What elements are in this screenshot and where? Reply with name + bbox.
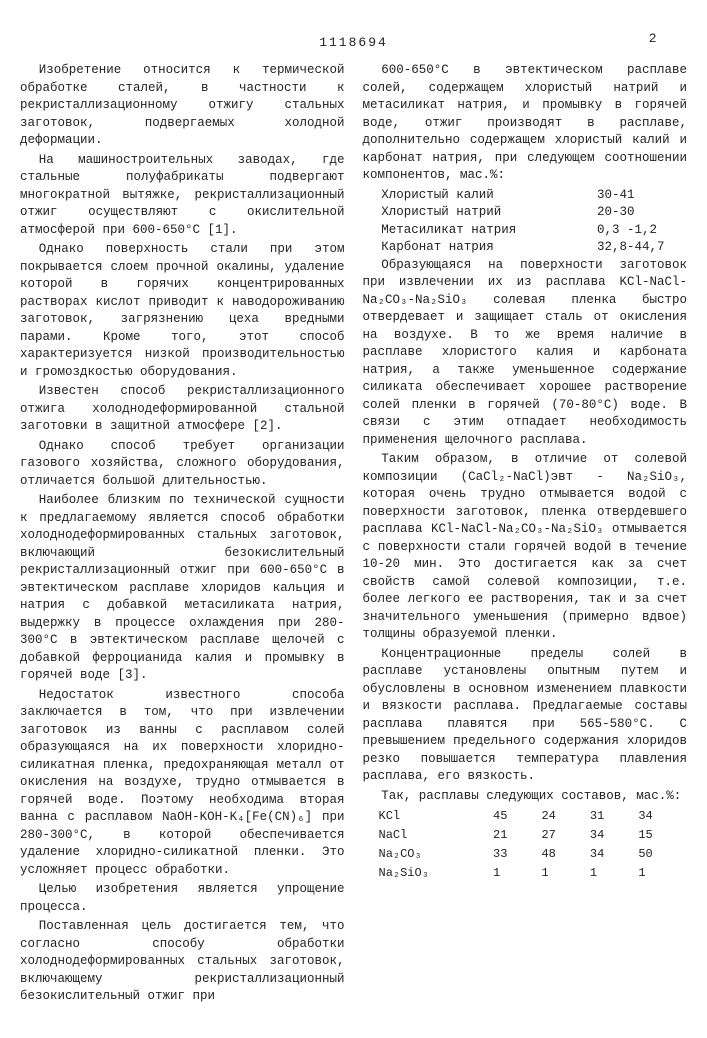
table-row: NaCl 21 27 34 15 — [373, 826, 681, 845]
cell: 24 — [535, 807, 583, 826]
cell: 1 — [535, 864, 583, 883]
cell: 34 — [584, 826, 632, 845]
para: Однако способ требует организации газово… — [20, 438, 345, 491]
para: Недостаток известного способа заключаетс… — [20, 687, 345, 880]
salt-label: Хлористый натрий — [363, 204, 598, 222]
para: Наиболее близким по технической сущности… — [20, 492, 345, 685]
para: 600-650°С в эвтектическом расплаве солей… — [363, 62, 688, 185]
cell: 15 — [632, 826, 680, 845]
para: Поставленная цель достигается тем, что с… — [20, 918, 345, 1006]
para: Целью изобретения является упрощение про… — [20, 881, 345, 916]
para: Известен способ рекристаллизационного от… — [20, 383, 345, 436]
para: Так, расплавы следующих составов, мас.%: — [363, 788, 688, 806]
para: Однако поверхность стали при этом покрыв… — [20, 241, 345, 381]
cell: 1 — [632, 864, 680, 883]
table-row: KCl 45 24 31 34 — [373, 807, 681, 826]
cell: KCl — [373, 807, 488, 826]
salt-label: Карбонат натрия — [363, 239, 598, 257]
table-row: Na₂CO₃ 33 48 34 50 — [373, 845, 681, 864]
cell: NaCl — [373, 826, 488, 845]
para: На машиностроительных заводах, где сталь… — [20, 152, 345, 240]
cell: Na₂SiO₃ — [373, 864, 488, 883]
salt-label: Метасиликат натрия — [363, 222, 598, 240]
salt-value: 30-41 — [597, 187, 687, 205]
salt-row: Метасиликат натрия 0,3 -1,2 — [363, 222, 688, 240]
para: Таким образом, в отличие от солевой комп… — [363, 451, 688, 644]
table-row: Na₂SiO₃ 1 1 1 1 — [373, 864, 681, 883]
cell: 48 — [535, 845, 583, 864]
cell: 34 — [632, 807, 680, 826]
right-column: 600-650°С в эвтектическом расплаве солей… — [363, 62, 688, 1008]
cell: 50 — [632, 845, 680, 864]
cell: 1 — [487, 864, 535, 883]
salt-row: Хлористый натрий 20-30 — [363, 204, 688, 222]
cell: 27 — [535, 826, 583, 845]
salt-row: Карбонат натрия 32,8-44,7 — [363, 239, 688, 257]
cell: 45 — [487, 807, 535, 826]
salt-value: 0,3 -1,2 — [597, 222, 687, 240]
salt-value: 20-30 — [597, 204, 687, 222]
composition-table: KCl 45 24 31 34 NaCl 21 27 34 15 Na₂CO₃ … — [373, 807, 681, 882]
cell: Na₂CO₃ — [373, 845, 488, 864]
cell: 33 — [487, 845, 535, 864]
cell: 1 — [584, 864, 632, 883]
page-num-right: 2 — [358, 30, 658, 48]
cell: 31 — [584, 807, 632, 826]
para: Концентрационные пределы солей в расплав… — [363, 646, 688, 786]
salt-label: Хлористый калий — [363, 187, 598, 205]
para: Образующаяся на поверхности заготовок пр… — [363, 257, 688, 450]
salt-value: 32,8-44,7 — [597, 239, 687, 257]
salt-row: Хлористый калий 30-41 — [363, 187, 688, 205]
body-columns: Изобретение относится к термической обра… — [20, 62, 687, 1008]
cell: 21 — [487, 826, 535, 845]
para: Изобретение относится к термической обра… — [20, 62, 345, 150]
page-header: 2 1118694 — [20, 30, 687, 52]
cell: 34 — [584, 845, 632, 864]
left-column: Изобретение относится к термической обра… — [20, 62, 345, 1008]
